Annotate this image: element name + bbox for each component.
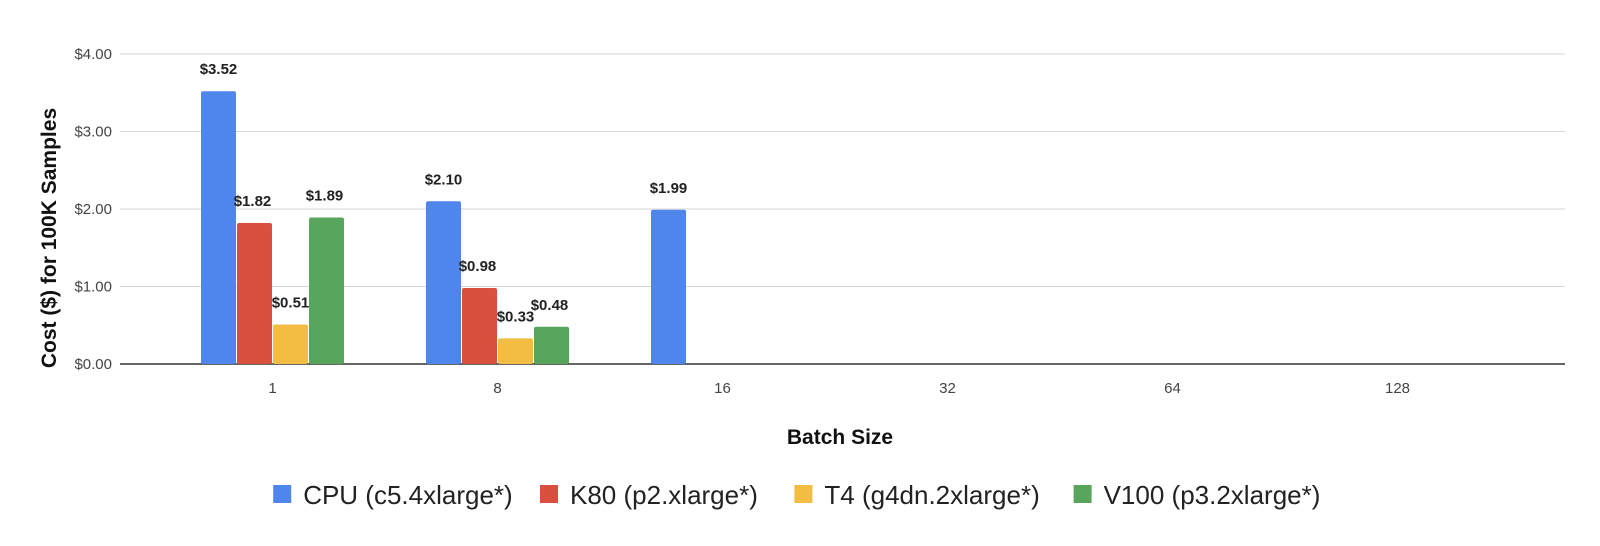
data-label: $0.33 [497, 308, 535, 325]
bars [201, 91, 686, 364]
bar-v100-batch-1 [309, 217, 344, 364]
x-tick-label: 8 [493, 380, 501, 397]
legend-label: CPU (c5.4xlarge*) [303, 480, 513, 510]
bar-cpu-batch-16 [651, 209, 686, 364]
bar-t4-batch-8 [498, 338, 533, 364]
y-tick-label: $2.00 [74, 201, 112, 218]
data-label: $3.52 [200, 61, 238, 78]
legend-swatch [273, 485, 292, 503]
data-labels: $3.52 $1.82 $0.51 $1.89 $2.10 $0.98 $0.33$0.48… [200, 61, 688, 325]
data-label: $2.10 [425, 171, 463, 188]
legend-swatch [540, 485, 558, 503]
data-label: $1.82 [234, 193, 272, 210]
legend-swatch [794, 485, 813, 503]
x-tick-label: 1 [268, 380, 276, 397]
x-tick-label: 32 [939, 380, 956, 397]
x-axis-ticks: 1 8 16 32 64 128 [268, 380, 1410, 397]
gridlines [120, 53, 1565, 365]
y-tick-label: $4.00 [74, 46, 112, 63]
x-tick-label: 128 [1385, 380, 1410, 397]
y-axis-ticks: $0.00 $1.00 $2.00 $3.00 $4.00 [74, 46, 112, 373]
x-axis-title: Batch Size [787, 426, 893, 449]
legend-label: K80 (p2.xlarge*) [570, 480, 758, 510]
data-label: $0.51 [272, 294, 310, 311]
bar-v100-batch-8 [534, 326, 569, 364]
data-label: $1.89 [306, 188, 344, 205]
y-tick-label: $1.00 [74, 279, 112, 296]
x-tick-label: 16 [714, 380, 731, 397]
bar-k80-batch-8 [462, 288, 497, 364]
bar-t4-batch-1 [273, 324, 308, 364]
legend: CPU (c5.4xlarge*) K80 (p2.xlarge*) T4 (g4d… [273, 480, 1320, 510]
legend-swatch [1073, 485, 1092, 503]
bar-cpu-batch-1 [201, 91, 236, 364]
data-label: $0.98 [459, 258, 497, 275]
y-axis-title: Cost ($) for 100K Samples [38, 108, 61, 368]
data-label: $0.48 [531, 297, 569, 314]
bar-k80-batch-1 [237, 222, 272, 364]
legend-label: T4 (g4dn.2xlarge*) [824, 480, 1039, 510]
x-tick-label: 64 [1164, 380, 1181, 397]
data-label: $1.99 [650, 180, 688, 197]
y-tick-label: $0.00 [74, 356, 112, 373]
legend-label: V100 (p3.2xlarge*) [1104, 480, 1321, 510]
bar-cpu-batch-8 [426, 201, 461, 364]
y-tick-label: $3.00 [74, 124, 112, 141]
